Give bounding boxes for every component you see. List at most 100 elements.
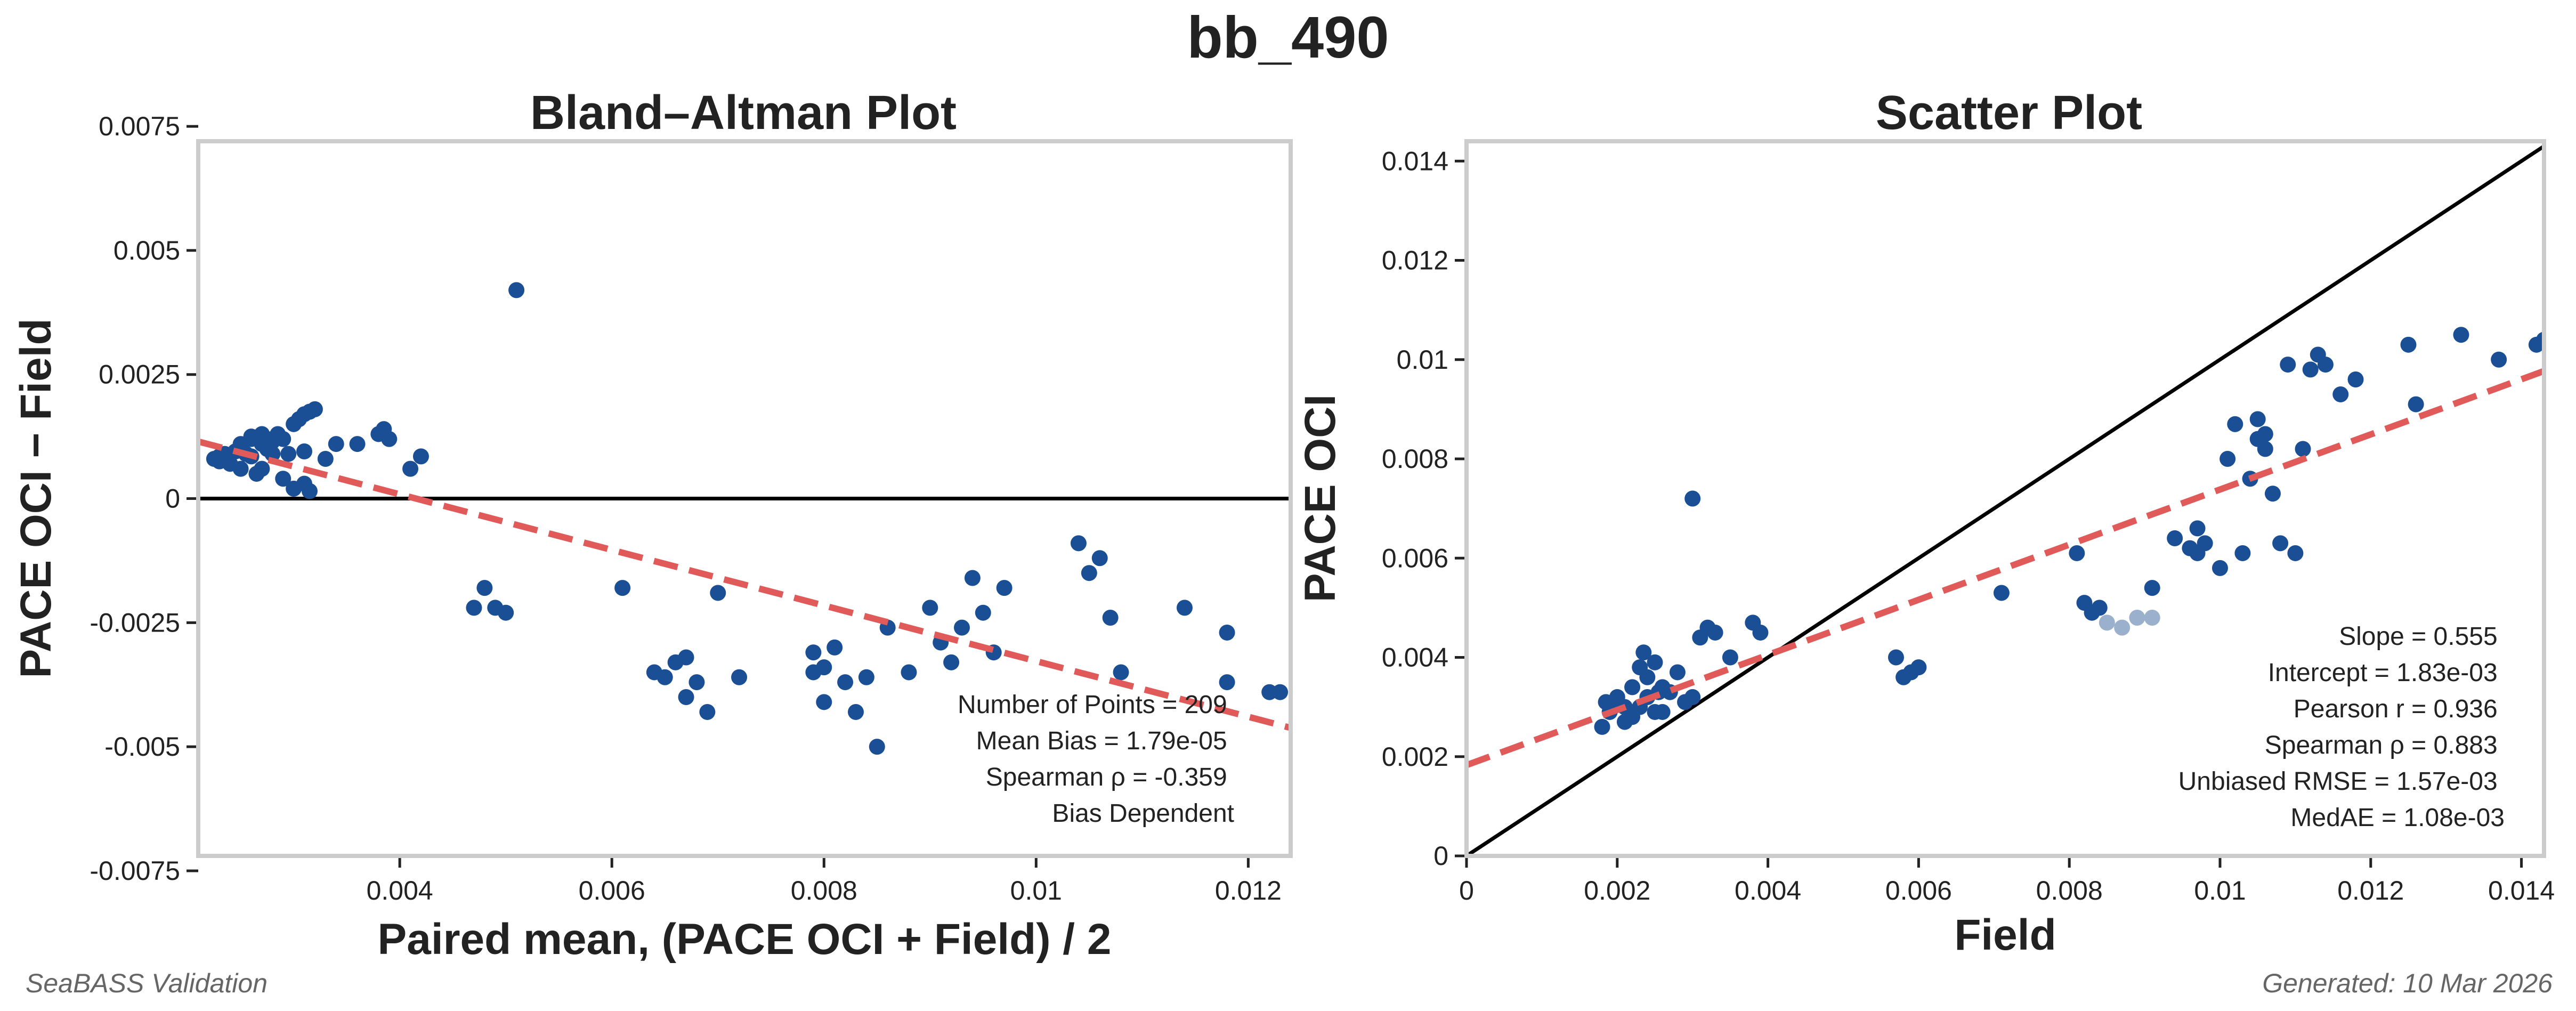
bland-altman-point — [296, 443, 313, 460]
scatter-point — [1707, 624, 1723, 641]
scatter-point — [2332, 386, 2349, 402]
stat-number-of-points: Number of Points = 209 — [958, 691, 1227, 719]
scatter-y-tick-label: 0.006 — [1382, 543, 1448, 573]
scatter-point — [2491, 351, 2507, 368]
scatter-point — [2189, 520, 2206, 537]
stat-intercept: Intercept = 1.83e-03 — [2268, 659, 2498, 687]
bland-altman-point — [1070, 535, 1087, 552]
bland-altman-frame — [196, 139, 1293, 858]
bland-altman-point — [1081, 565, 1097, 581]
scatter-y-tick-label: 0.014 — [1382, 146, 1448, 176]
bland-altman-point — [1113, 664, 1129, 681]
scatter-point — [2234, 545, 2251, 561]
bland-altman-point — [614, 580, 631, 596]
bland-altman-point — [254, 460, 270, 477]
bland-altman-point — [1091, 550, 1108, 567]
bland-altman-point — [678, 689, 694, 705]
bland-altman-x-tick-label: 0.004 — [367, 876, 433, 905]
bland-altman-y-tick-label: 0 — [165, 484, 180, 514]
scatter-x-tick-label: 0.002 — [1584, 876, 1650, 905]
scatter-point — [2264, 486, 2281, 502]
bland-altman-point — [412, 448, 429, 465]
scatter-point — [2280, 357, 2296, 373]
bland-altman-y-tick-label: -0.0075 — [90, 856, 180, 886]
bland-altman-point — [264, 446, 281, 462]
bland-altman-y-tick-label: 0.0025 — [99, 360, 180, 390]
bland-altman-y-tick-label: 0.0075 — [99, 111, 180, 141]
scatter-plot-area: 0 0.002 0.004 0.006 0.008 0.01 0.012 0.014 0 0.00… — [1382, 144, 2555, 905]
scatter-point — [1669, 664, 1686, 681]
bland-altman-point — [657, 669, 673, 685]
bland-altman-point — [678, 649, 694, 666]
scatter-point — [1647, 703, 1663, 720]
bland-altman-point — [466, 600, 482, 616]
scatter-point — [1647, 654, 1663, 670]
scatter-point — [2408, 396, 2424, 413]
bland-altman-point — [975, 604, 991, 621]
bland-altman-point — [349, 436, 366, 452]
bland-altman-x-tick-label: 0.01 — [1010, 876, 1062, 905]
bland-altman-point — [211, 448, 228, 465]
scatter-point — [1639, 669, 1656, 685]
bland-altman-point — [232, 460, 249, 477]
scatter-point-faded — [2099, 614, 2115, 631]
stat-slope: Slope = 0.555 — [2339, 622, 2498, 651]
figure-title: bb_490 — [1187, 5, 1389, 70]
bland-altman-stats: Number of Points = 209 Mean Bias = 1.79e… — [958, 691, 1234, 828]
scatter-point — [1722, 649, 1738, 666]
scatter-x-tick-label: 0.01 — [2194, 876, 2246, 905]
bland-altman-point — [710, 585, 726, 601]
scatter-point — [1752, 624, 1769, 641]
bland-altman-point — [1272, 684, 1289, 700]
bland-altman-x-tick-label: 0.006 — [579, 876, 645, 905]
scatter-y-tick-label: 0.008 — [1382, 444, 1448, 474]
bland-altman-point — [837, 674, 854, 691]
scatter-point — [2302, 361, 2319, 378]
bland-altman-point — [306, 401, 323, 417]
scatter-one-to-one-line — [1467, 144, 2544, 856]
bland-altman-point — [1219, 674, 1235, 691]
scatter-point — [1594, 718, 1610, 735]
scatter-y-tick-label: 0.002 — [1382, 742, 1448, 772]
stat-mean-bias: Mean Bias = 1.79e-05 — [976, 727, 1227, 755]
bland-altman-x-label: Paired mean, (PACE OCI + Field) / 2 — [378, 915, 1112, 964]
scatter-title: Scatter Plot — [1876, 86, 2142, 140]
scatter-point — [2287, 545, 2304, 561]
stat-pearson: Pearson r = 0.936 — [2294, 695, 2498, 723]
bland-altman-point — [688, 674, 705, 691]
bland-altman-point — [731, 669, 748, 685]
scatter-point — [2069, 545, 2085, 561]
bland-altman-x-tick-label: 0.008 — [791, 876, 857, 905]
scatter-point — [2227, 416, 2243, 432]
bland-altman-point — [964, 570, 981, 586]
scatter-point — [2295, 441, 2311, 457]
bland-altman-point — [264, 431, 281, 447]
bland-altman-point — [858, 669, 874, 685]
scatter-point — [1684, 689, 1701, 705]
scatter-point — [2189, 545, 2206, 561]
scatter-point-faded — [2114, 619, 2131, 636]
bland-altman-point — [476, 580, 493, 596]
scatter-point-faded — [2129, 610, 2145, 626]
scatter-point — [2272, 535, 2289, 552]
scatter-point — [2219, 451, 2236, 467]
scatter-y-label: PACE OCI — [1296, 394, 1344, 602]
bland-altman-plot-area: 0.004 0.006 0.008 0.01 0.012 -0.0075 -0.005 -0.… — [90, 111, 1291, 905]
bland-altman-y-tick-label: -0.005 — [104, 732, 180, 762]
scatter-y-tick-label: 0.01 — [1397, 345, 1448, 375]
bland-altman-point — [996, 580, 1012, 596]
stat-bias-dependent: Bias Dependent — [1052, 799, 1234, 828]
bland-altman-title: Bland–Altman Plot — [530, 86, 957, 140]
bland-altman-point — [402, 460, 419, 477]
scatter-point — [2257, 426, 2273, 442]
bland-altman-point — [901, 664, 917, 681]
bland-altman-point — [922, 600, 938, 616]
scatter-point — [2400, 336, 2417, 353]
bland-altman-point — [328, 436, 344, 452]
bland-altman-point — [317, 451, 334, 467]
scatter-point — [2249, 411, 2266, 427]
bland-altman-y-tick-label: -0.0025 — [90, 608, 180, 637]
scatter-point — [1910, 659, 1927, 676]
bland-altman-point — [275, 471, 291, 487]
